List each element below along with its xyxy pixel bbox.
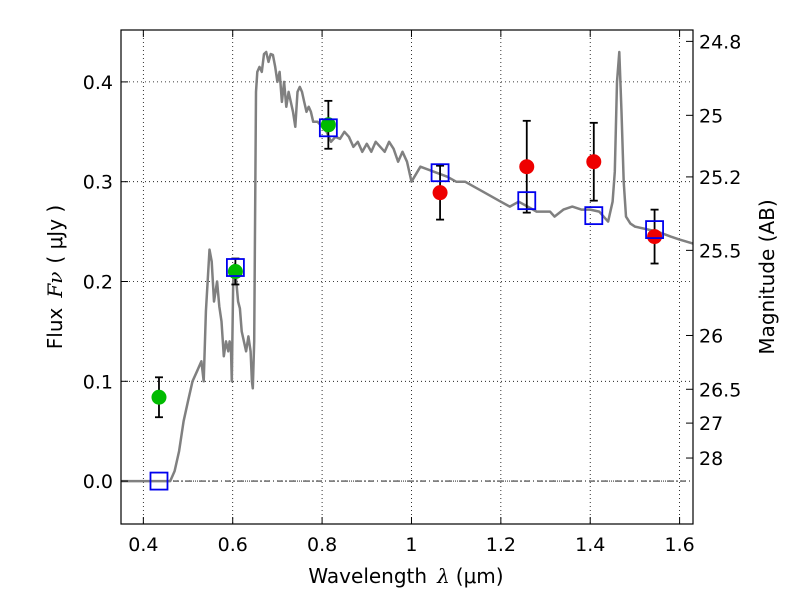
y-axis-label: Flux Fν ( μJy ): [43, 205, 67, 349]
model-band-square: [318, 118, 338, 138]
model-band-square: [584, 206, 604, 226]
right-axis-label: Magnitude (AB): [755, 199, 779, 354]
x-axis-label-text: Wavelength: [308, 564, 427, 588]
model-spectrum-layer: [121, 50, 694, 483]
green-data-point: [151, 389, 167, 405]
grid: [121, 30, 693, 524]
y-axis-label-text: Flux: [43, 307, 67, 349]
x-tick-label: 0.6: [218, 534, 248, 556]
x-tick-label: 0.4: [128, 534, 158, 556]
axis-ticks: 0.4 0.6 0.8 1 1.2 1.4 1.6 0.0 0.1 0.2 0.3 0.4 24.8 25…: [83, 30, 741, 556]
right-tick-label: 25.5: [699, 240, 741, 262]
data-points-layer: [151, 117, 663, 405]
x-tick-label: 1: [405, 534, 417, 556]
model-spectrum-line: [121, 50, 694, 483]
x-tick-label: 0.8: [307, 534, 337, 556]
red-data-point: [586, 154, 602, 170]
model-squares-layer: [149, 118, 664, 491]
y-tick-label: 0.4: [83, 72, 113, 94]
x-tick-label: 1.6: [664, 534, 694, 556]
y-axis-label-symbol: Fν: [43, 272, 67, 299]
right-tick-label: 26.5: [699, 379, 741, 401]
model-band-square: [225, 258, 245, 277]
red-data-point: [647, 229, 663, 245]
right-tick-label: 25.2: [699, 167, 741, 189]
right-tick-label: 27: [699, 413, 723, 435]
right-tick-label: 28: [699, 448, 723, 470]
y-tick-label: 0.3: [83, 172, 113, 194]
plot-frame: [120, 29, 694, 525]
x-tick-label: 1.2: [486, 534, 516, 556]
right-tick-label: 24.8: [699, 31, 741, 53]
right-tick-label: 25: [699, 105, 723, 127]
x-axis-label-symbol: λ: [436, 564, 450, 588]
x-tick-label: 1.4: [575, 534, 605, 556]
model-band-square: [149, 471, 169, 491]
red-data-point: [432, 185, 448, 201]
green-data-point: [320, 117, 336, 133]
red-data-point: [519, 159, 535, 175]
right-tick-label: 26: [699, 325, 723, 347]
y-tick-label: 0.1: [83, 371, 113, 393]
model-band-square: [430, 163, 450, 183]
model-band-square: [517, 191, 537, 211]
x-axis-label: Wavelength λ (μm): [308, 564, 503, 588]
x-axis-label-unit: (μm): [456, 564, 504, 588]
y-tick-label: 0.2: [83, 271, 113, 293]
model-band-square: [645, 220, 664, 239]
y-axis-label-unit: ( μJy ): [43, 205, 67, 264]
y-tick-label: 0.0: [83, 471, 113, 493]
